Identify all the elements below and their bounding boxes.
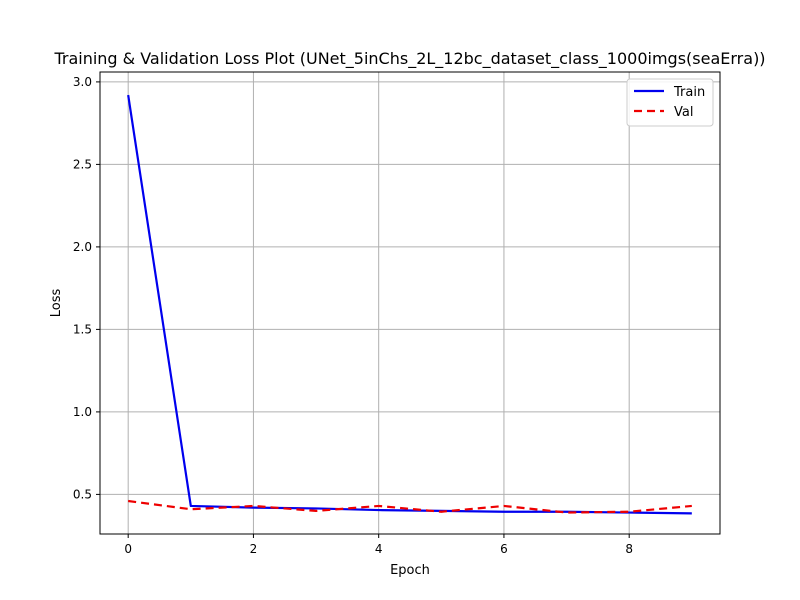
y-tick-label: 3.0 — [73, 75, 92, 89]
grid-lines — [100, 72, 720, 534]
x-tick-label: 0 — [124, 542, 132, 556]
x-tick-label: 8 — [625, 542, 633, 556]
x-tick-label: 2 — [250, 542, 258, 556]
y-tick-label: 1.5 — [73, 322, 92, 336]
series-lines — [127, 94, 692, 515]
legend-label-val: Val — [674, 105, 693, 120]
chart-title: Training & Validation Loss Plot (UNet_5i… — [53, 49, 765, 69]
y-tick-label: 1.0 — [73, 405, 92, 419]
legend: Train Val — [626, 78, 714, 127]
y-tick-label: 2.5 — [73, 157, 92, 171]
plot-frame — [99, 71, 721, 535]
y-tick-label: 2.0 — [73, 240, 92, 254]
x-tick-label: 4 — [375, 542, 383, 556]
y-axis-label: Loss — [49, 289, 64, 318]
y-tick-label: 0.5 — [73, 487, 92, 501]
x-tick-label: 6 — [500, 542, 508, 556]
x-axis-label: Epoch — [390, 563, 430, 578]
axis-ticks: 0 2 4 6 8 0.5 1.0 1.5 2.0 2.5 3.0 — [73, 75, 633, 556]
series-line-val — [128, 499, 692, 514]
legend-label-train: Train — [673, 85, 705, 100]
